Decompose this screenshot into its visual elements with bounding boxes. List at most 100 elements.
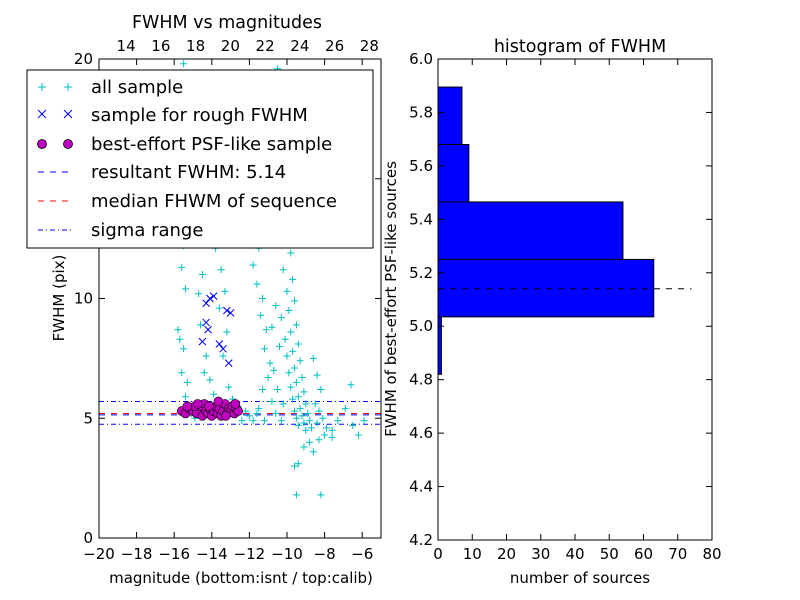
data-point bbox=[225, 383, 233, 391]
data-point bbox=[260, 345, 268, 353]
data-point bbox=[317, 491, 325, 499]
legend-entry-rough-sample: sample for rough FWHM bbox=[37, 105, 308, 126]
data-point bbox=[221, 411, 231, 421]
data-point bbox=[238, 417, 246, 425]
y-tick-label: 5.4 bbox=[409, 210, 433, 228]
y-tick-label: 4.8 bbox=[409, 371, 433, 389]
x-tick-label: −16 bbox=[158, 545, 190, 563]
data-point bbox=[298, 374, 306, 382]
y-tick-label: 4.4 bbox=[409, 478, 433, 496]
data-point bbox=[341, 405, 349, 413]
data-point bbox=[219, 352, 227, 360]
legend-entry-resultant-fwhm: resultant FWHM: 5.14 bbox=[38, 162, 286, 183]
data-point bbox=[292, 378, 300, 386]
data-point bbox=[206, 376, 214, 384]
data-point bbox=[260, 417, 268, 425]
y-tick-label: 10 bbox=[74, 290, 93, 308]
data-point bbox=[204, 325, 212, 334]
data-point bbox=[230, 399, 241, 409]
data-point bbox=[309, 448, 317, 456]
data-point bbox=[198, 271, 206, 279]
x-tick-label: 40 bbox=[565, 545, 584, 563]
data-point bbox=[279, 266, 287, 274]
x-tick-label: 30 bbox=[531, 545, 550, 563]
data-point bbox=[180, 345, 188, 353]
data-point bbox=[334, 417, 342, 425]
data-point bbox=[202, 299, 211, 308]
x-tick-label: −10 bbox=[271, 545, 303, 563]
x-tick-label: −14 bbox=[196, 545, 228, 563]
histogram-bar bbox=[437, 316, 442, 375]
data-point bbox=[283, 352, 291, 360]
scatter-points bbox=[174, 60, 368, 499]
data-point bbox=[304, 409, 312, 417]
x-tick-label: 70 bbox=[668, 545, 687, 563]
data-point bbox=[277, 417, 285, 425]
data-point bbox=[328, 426, 336, 434]
data-point bbox=[311, 400, 319, 408]
y-tick-label: 5.8 bbox=[409, 103, 433, 121]
data-point bbox=[262, 326, 270, 334]
data-point bbox=[178, 369, 186, 377]
scatter-panel: −20−18−16−14−12−10−8−6 05101520 14161820… bbox=[26, 13, 382, 587]
data-point bbox=[264, 374, 272, 382]
top-tick-label: 18 bbox=[186, 37, 205, 55]
data-point bbox=[307, 424, 315, 432]
data-point bbox=[197, 321, 205, 329]
data-point bbox=[192, 399, 203, 409]
legend-marker-x bbox=[37, 109, 73, 119]
histogram-title: histogram of FWHM bbox=[494, 37, 666, 57]
x-tick-label: 20 bbox=[497, 545, 516, 563]
x-tick-label: −20 bbox=[83, 545, 115, 563]
data-point bbox=[294, 460, 302, 468]
data-point bbox=[202, 318, 211, 327]
data-point bbox=[174, 326, 182, 334]
data-point bbox=[281, 335, 289, 343]
scatter-x-label: magnitude (bottom:isnt / top:calib) bbox=[109, 569, 373, 587]
legend-label: sigma range bbox=[91, 220, 203, 241]
data-point bbox=[215, 340, 224, 348]
histogram-panel: 0 10 20 30 40 50 60 70 80 4.2 4.4 4.6 4.8 5.0 5.2 5.4 5… bbox=[382, 37, 722, 587]
y-tick-label: 4.6 bbox=[409, 424, 433, 442]
data-point bbox=[222, 306, 231, 315]
data-point bbox=[306, 417, 314, 425]
data-point bbox=[249, 261, 257, 269]
data-point bbox=[287, 249, 295, 257]
data-point bbox=[270, 366, 278, 374]
data-point bbox=[195, 290, 203, 298]
data-point bbox=[202, 352, 210, 360]
data-point bbox=[206, 294, 214, 303]
data-point bbox=[200, 369, 208, 377]
histogram-bar bbox=[437, 86, 463, 146]
data-point bbox=[249, 417, 257, 425]
data-point bbox=[268, 397, 276, 405]
x-tick-label: 50 bbox=[600, 545, 619, 563]
x-tick-label: −12 bbox=[234, 545, 266, 563]
data-point bbox=[296, 357, 304, 365]
data-point bbox=[289, 275, 297, 283]
data-point bbox=[268, 323, 276, 331]
data-point bbox=[298, 412, 306, 420]
histogram-y-axis: 4.2 4.4 4.6 4.8 5.0 5.2 5.4 5.6 5.8 6.0 bbox=[409, 50, 712, 549]
legend-marker-circle bbox=[37, 139, 47, 149]
data-point bbox=[315, 407, 323, 415]
data-point bbox=[257, 311, 265, 319]
series-sample-for-rough-fwhm bbox=[198, 292, 235, 368]
data-point bbox=[242, 407, 250, 415]
data-point bbox=[285, 306, 293, 314]
data-point bbox=[309, 354, 317, 362]
legend: all sample sample for rough FWHM best-ef… bbox=[26, 69, 374, 249]
y-tick-label: 6.0 bbox=[409, 50, 433, 68]
data-point bbox=[287, 328, 295, 336]
data-point bbox=[255, 405, 263, 413]
data-point bbox=[313, 419, 321, 427]
top-tick-label: 16 bbox=[151, 37, 170, 55]
data-point bbox=[182, 401, 193, 412]
data-point bbox=[180, 60, 188, 68]
series-best-effort-psf-like-sample bbox=[176, 396, 243, 421]
legend-box bbox=[26, 69, 374, 249]
data-point bbox=[292, 491, 300, 499]
y-tick-label: 5.2 bbox=[409, 264, 433, 282]
data-point bbox=[322, 424, 330, 432]
